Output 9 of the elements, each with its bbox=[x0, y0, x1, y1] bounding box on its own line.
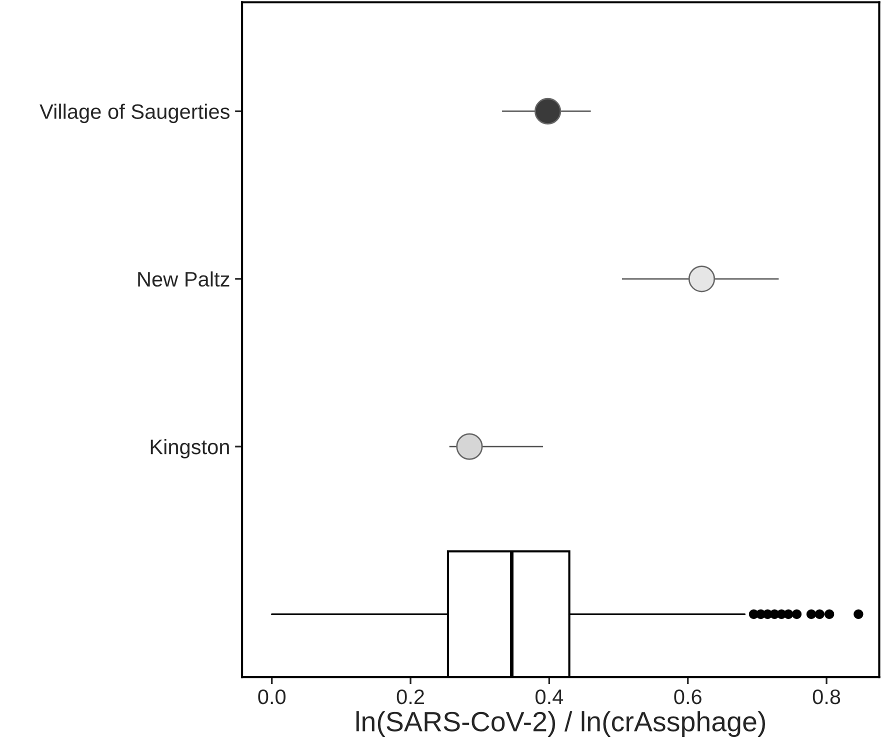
x-tick-label: 0.6 bbox=[674, 689, 702, 704]
x-tick-label: 0.2 bbox=[396, 689, 424, 704]
x-tick-label: 0.4 bbox=[536, 689, 564, 704]
y-tick-label: Village of Saugerties bbox=[40, 104, 230, 124]
y-tick-label: New Paltz bbox=[138, 271, 230, 287]
y-tick-label: Kingston bbox=[150, 439, 229, 458]
x-tick-label: 0.8 bbox=[812, 689, 840, 704]
x-tick-label: 0.0 bbox=[258, 689, 286, 704]
x-axis-title: ln(SARS-CoV-2) / ln(crAssphage) bbox=[356, 711, 766, 737]
